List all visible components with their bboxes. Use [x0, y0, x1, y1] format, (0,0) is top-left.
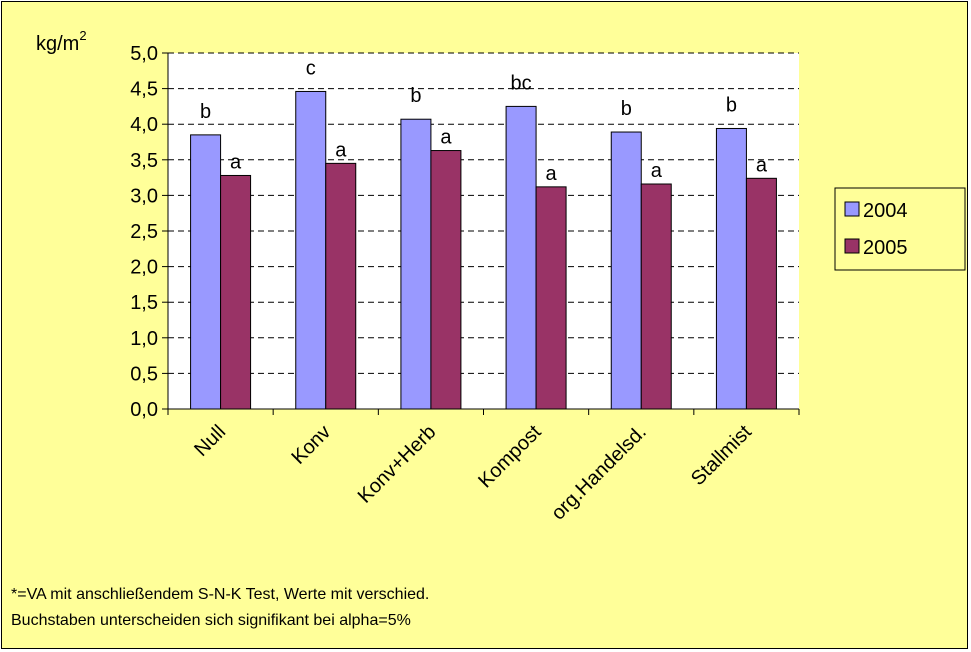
bar-2004-org.Handelsd. — [610, 131, 642, 410]
significance-letter: b — [726, 94, 737, 116]
bar-2005-Stallmist — [745, 177, 777, 410]
significance-letter: a — [651, 160, 663, 182]
bar-2004-Konv+Herb — [400, 118, 432, 410]
x-tick-label: Konv+Herb — [354, 421, 441, 508]
bar-2005-Konv+Herb — [430, 150, 462, 410]
x-tick-label: Null — [190, 421, 230, 461]
bar-2004-Konv — [295, 90, 327, 410]
significance-letter: bc — [511, 72, 532, 94]
bar-2004-Kompost — [505, 105, 537, 410]
x-tick-label: Stallmist — [687, 421, 756, 490]
significance-letter: a — [440, 127, 452, 149]
significance-letter: b — [200, 101, 211, 123]
bar-2004-Null — [190, 134, 222, 410]
significance-letter: a — [335, 139, 347, 161]
bar-2005-Konv — [325, 162, 357, 410]
significance-letter: a — [756, 154, 768, 176]
legend-label-2005: 2005 — [863, 237, 908, 259]
y-tick-label: 3,5 — [130, 150, 158, 172]
legend-swatch-2005 — [844, 238, 860, 254]
x-tick-labels: Null Konv Konv+Herb Kompost org.Handelsd. Sta… — [167, 409, 800, 525]
significance-letter: a — [230, 151, 242, 173]
y-tick-labels: 0,0 0,5 1,0 1,5 2,0 2,5 3,0 3,5 4,0 4,5 5,0 — [130, 43, 168, 421]
y-tick-label: 3,0 — [130, 185, 158, 207]
x-tick-label: Kompost — [474, 421, 546, 493]
bar-2005-Kompost — [535, 186, 567, 410]
legend: 2004 2005 — [834, 187, 966, 271]
bar-2005-Null — [220, 174, 252, 410]
x-tick-label: org.Handelsd. — [547, 421, 651, 525]
y-tick-label: 1,0 — [130, 328, 158, 350]
y-axis-label: kg/m2 — [36, 28, 87, 55]
x-tick-label: Konv — [287, 421, 335, 469]
y-tick-label: 5,0 — [130, 43, 158, 65]
significance-letter: a — [546, 163, 558, 185]
footnote-line-2: Buchstaben unterscheiden sich signifikan… — [11, 612, 411, 629]
bars — [190, 90, 777, 410]
bar-2005-org.Handelsd. — [640, 183, 672, 410]
grid-lines — [168, 52, 799, 374]
significance-letter: b — [621, 98, 632, 120]
y-tick-label: 0,0 — [130, 399, 158, 421]
significance-letter: b — [410, 85, 421, 107]
y-tick-label: 0,5 — [130, 363, 158, 385]
y-tick-label: 2,5 — [130, 221, 158, 243]
y-tick-label: 2,0 — [130, 257, 158, 279]
bar-2004-Stallmist — [715, 127, 747, 410]
y-tick-label: 4,5 — [130, 79, 158, 101]
significance-letter: c — [306, 57, 316, 79]
legend-label-2004: 2004 — [863, 200, 908, 222]
y-tick-label: 4,0 — [130, 114, 158, 136]
footnote-line-1: *=VA mit anschließendem S-N-K Test, Wert… — [11, 586, 430, 603]
y-tick-label: 1,5 — [130, 292, 158, 314]
legend-swatch-2004 — [844, 201, 860, 217]
